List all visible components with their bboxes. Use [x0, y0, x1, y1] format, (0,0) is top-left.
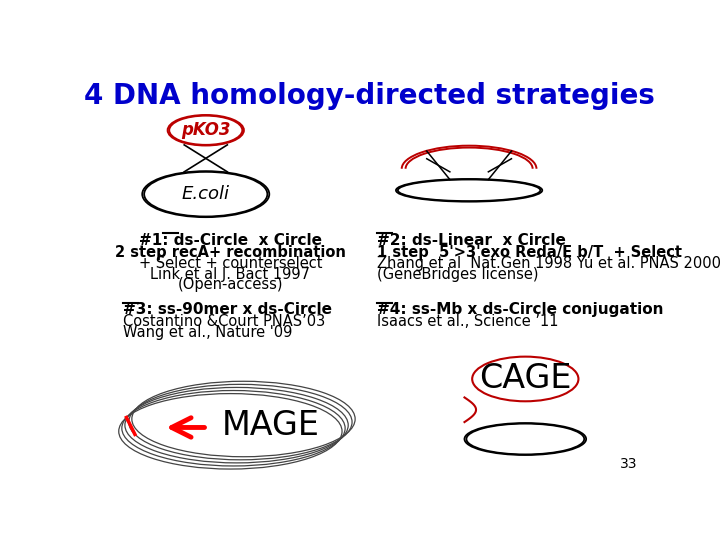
- Text: #3: ss-90mer x ds-Circle: #3: ss-90mer x ds-Circle: [122, 302, 332, 317]
- Text: Costantino &Court PNAS’03: Costantino &Court PNAS’03: [122, 314, 325, 329]
- Text: CAGE: CAGE: [479, 362, 572, 395]
- Text: Link et al J. Bact 1997: Link et al J. Bact 1997: [150, 267, 310, 281]
- Text: #1: ds-Circle  x Circle: #1: ds-Circle x Circle: [139, 233, 322, 248]
- Text: E.coli: E.coli: [181, 185, 230, 203]
- Text: Wang et al., Nature '09: Wang et al., Nature '09: [122, 325, 292, 340]
- Text: 2 step recA+ recombination: 2 step recA+ recombination: [115, 245, 346, 260]
- Text: (GeneBridges license): (GeneBridges license): [377, 267, 539, 281]
- Text: #2: ds-Linear  x Circle: #2: ds-Linear x Circle: [377, 233, 566, 248]
- Text: Isaacs et al., Science ’11: Isaacs et al., Science ’11: [377, 314, 558, 329]
- Text: pKO3: pKO3: [181, 122, 230, 139]
- Text: 4 DNA homology-directed strategies: 4 DNA homology-directed strategies: [84, 82, 654, 110]
- Text: #4: ss-Mb x ds-Circle conjugation: #4: ss-Mb x ds-Circle conjugation: [377, 302, 663, 317]
- Text: 1 step  5'>3'exo Reda/E b/T  + Select: 1 step 5'>3'exo Reda/E b/T + Select: [377, 245, 682, 260]
- Text: + Select + counterselect: + Select + counterselect: [139, 256, 322, 271]
- Text: 33: 33: [619, 457, 637, 471]
- Text: Zhang et al  Nat.Gen 1998 Yu et al. PNAS 2000: Zhang et al Nat.Gen 1998 Yu et al. PNAS …: [377, 256, 720, 271]
- Text: MAGE: MAGE: [222, 409, 320, 442]
- Text: (Open-access): (Open-access): [178, 278, 283, 292]
